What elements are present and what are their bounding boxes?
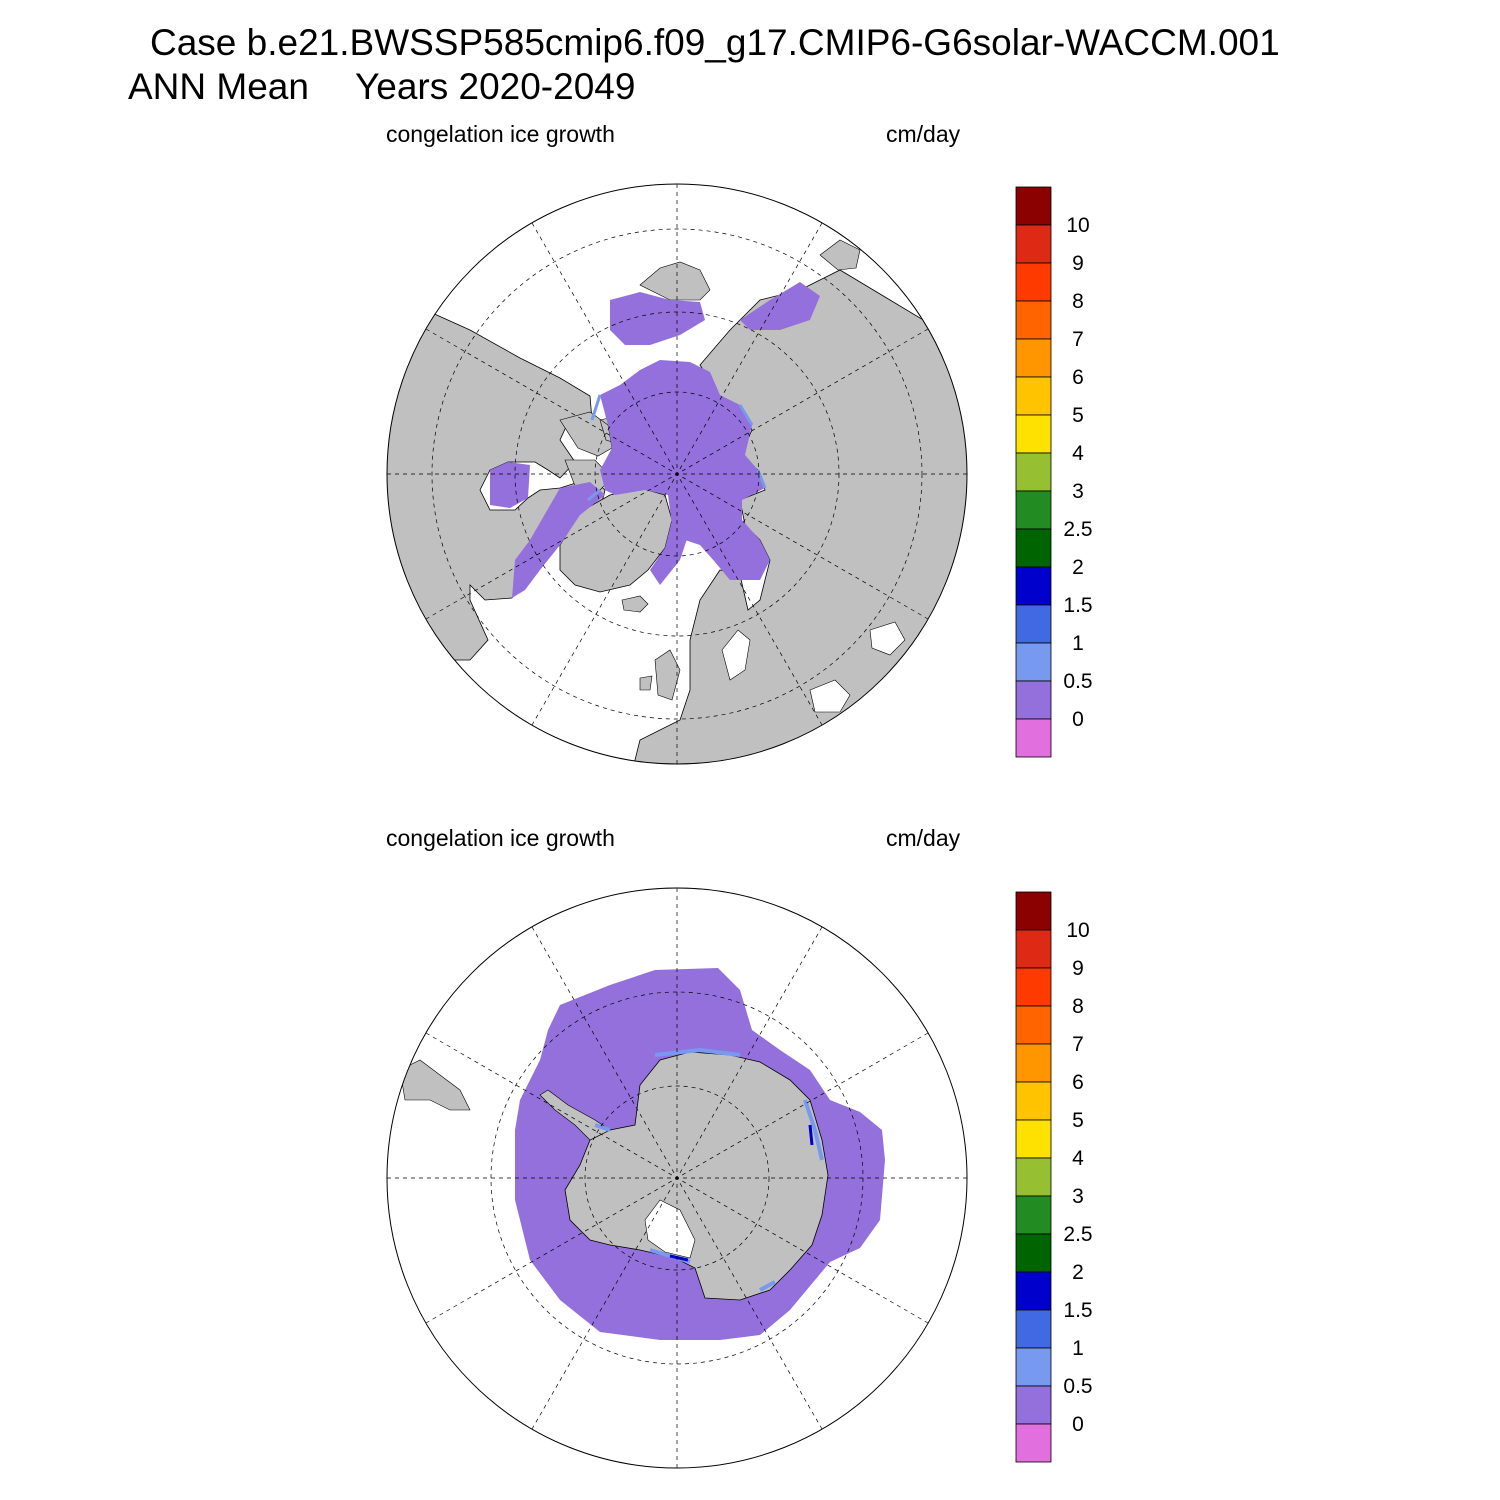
north-colorbar-box [1015, 642, 1052, 682]
okhotsk-ice [740, 282, 820, 330]
north-colorbar-box [1015, 224, 1052, 264]
north-colorbar-box [1015, 680, 1052, 720]
north-colorbar-box [1015, 566, 1052, 606]
arctic-sea-ice [600, 360, 770, 580]
alaska-land [639, 261, 711, 301]
north-colorbar-box [1015, 718, 1052, 758]
british-isles [639, 649, 681, 701]
north-colorbar-tick-label: 1.5 [1063, 594, 1092, 617]
kamchatka-land [819, 239, 861, 271]
south-colorbar-box [1015, 929, 1052, 969]
north-colorbar: 10 9 8 7 6 5 4 3 2.5 2 1.5 1 0.5 0 [1015, 186, 1093, 758]
north-colorbar-tick-label: 6 [1072, 366, 1084, 389]
south-colorbar-box [1015, 1347, 1052, 1387]
south-variable-label: congelation ice growth [386, 825, 615, 851]
ross-ice-shelf [644, 1199, 696, 1259]
south-america-land [399, 1059, 471, 1111]
iceland-land [621, 595, 649, 613]
north-colorbar-box [1015, 604, 1052, 644]
south-colorbar-tick-label: 1.5 [1063, 1299, 1092, 1322]
north-colorbar-box [1015, 490, 1052, 530]
south-colorbar-box [1015, 1195, 1052, 1235]
years-label: Years 2020-2049 [354, 66, 636, 107]
south-colorbar-box [1015, 891, 1052, 931]
south-colorbar-tick-label: 2 [1072, 1261, 1084, 1284]
north-colorbar-box [1015, 338, 1052, 378]
antarctic-ice-edge-dark [669, 1124, 814, 1262]
antarctica-land [564, 1051, 829, 1301]
south-units-label: cm/day [886, 825, 961, 851]
bering-ice [610, 292, 705, 345]
greenland-sea-ice [650, 520, 690, 585]
north-colorbar-tick-label: 1 [1072, 632, 1084, 655]
baltic-sea [721, 629, 751, 681]
south-colorbar-tick-label: 9 [1072, 957, 1084, 980]
arctic-ice-edge [587, 394, 767, 502]
figure-subtitle: ANN Mean Years 2020-2049 [128, 67, 635, 107]
north-colorbar-tick-label: 2 [1072, 556, 1084, 579]
south-colorbar-tick-label: 6 [1072, 1071, 1084, 1094]
north-map-border [386, 183, 968, 765]
south-colorbar-box [1015, 1005, 1052, 1045]
antarctic-ice-edge [594, 1047, 824, 1292]
north-colorbar-tick-label: 9 [1072, 252, 1084, 275]
south-colorbar-box [1015, 1271, 1052, 1311]
north-colorbar-tick-label: 10 [1066, 214, 1089, 237]
north-colorbar-box [1015, 452, 1052, 492]
north-polar-map [387, 184, 967, 764]
south-colorbar-box [1015, 967, 1052, 1007]
south-colorbar-box [1015, 1385, 1052, 1425]
south-colorbar-box [1015, 1309, 1052, 1349]
north-colorbar-tick-label: 4 [1072, 442, 1084, 465]
south-graticule [387, 888, 967, 1468]
south-colorbar-tick-label: 4 [1072, 1147, 1084, 1170]
figure-title: Case b.e21.BWSSP585cmip6.f09_g17.CMIP6-G… [150, 22, 1280, 63]
north-variable-label: congelation ice growth [386, 121, 615, 147]
south-colorbar-box [1015, 1233, 1052, 1273]
south-colorbar-box [1015, 1423, 1052, 1463]
north-colorbar-box [1015, 528, 1052, 568]
south-colorbar-tick-label: 2.5 [1063, 1223, 1092, 1246]
north-colorbar-tick-label: 3 [1072, 480, 1084, 503]
south-colorbar-tick-label: 7 [1072, 1033, 1084, 1056]
inland-sea-2 [809, 679, 851, 713]
south-colorbar-tick-label: 1 [1072, 1337, 1084, 1360]
south-colorbar-tick-label: 10 [1066, 919, 1089, 942]
south-colorbar-box [1015, 1157, 1052, 1197]
south-map-border [386, 887, 968, 1469]
north-units-label: cm/day [886, 121, 961, 147]
north-colorbar-tick-label: 7 [1072, 328, 1084, 351]
hudson-bay-ice [490, 462, 530, 508]
south-colorbar-tick-label: 3 [1072, 1185, 1084, 1208]
north-colorbar-box [1015, 186, 1052, 226]
north-colorbar-tick-label: 0.5 [1063, 670, 1092, 693]
baffin-ice [512, 482, 605, 598]
south-colorbar-box [1015, 1081, 1052, 1121]
north-colorbar-box [1015, 376, 1052, 416]
north-colorbar-box [1015, 414, 1052, 454]
season-label: ANN Mean [128, 66, 309, 107]
south-colorbar-tick-label: 5 [1072, 1109, 1084, 1132]
north-colorbar-tick-label: 2.5 [1063, 518, 1092, 541]
north-colorbar-tick-label: 0 [1072, 708, 1084, 731]
north-colorbar-box [1015, 300, 1052, 340]
south-colorbar-tick-label: 8 [1072, 995, 1084, 1018]
south-colorbar-box [1015, 1043, 1052, 1083]
south-colorbar-box [1015, 1119, 1052, 1159]
north-colorbar-tick-label: 8 [1072, 290, 1084, 313]
south-colorbar: 10 9 8 7 6 5 4 3 2.5 2 1.5 1 0.5 0 [1015, 891, 1093, 1463]
north-colorbar-tick-label: 5 [1072, 404, 1084, 427]
inland-sea [869, 621, 906, 656]
north-graticule [387, 184, 967, 764]
south-colorbar-tick-label: 0 [1072, 1413, 1084, 1436]
north-colorbar-box [1015, 262, 1052, 302]
south-colorbar-tick-label: 0.5 [1063, 1375, 1092, 1398]
south-polar-map [387, 888, 967, 1468]
